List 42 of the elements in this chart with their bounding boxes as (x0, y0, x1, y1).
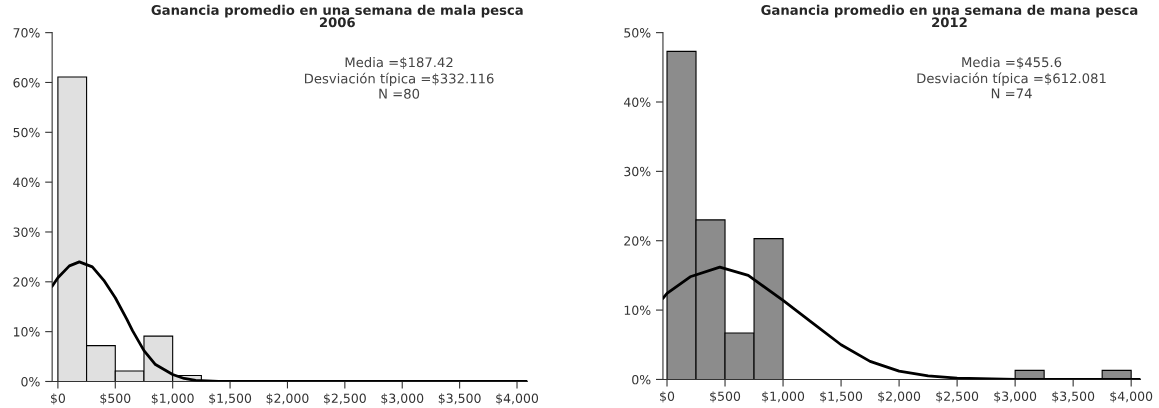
y-tick-label: 70% (13, 28, 40, 38)
y-tick-label: 0% (632, 374, 651, 385)
y-tick-label: 40% (623, 97, 651, 107)
x-tick-label: $3,500 (438, 393, 481, 405)
x-tick-label: $0 (660, 391, 675, 403)
x-tick-label: $3,000 (381, 393, 424, 405)
annotation: Media =$455.6 (962, 56, 1062, 69)
y-tick-label: 10% (624, 305, 651, 316)
x-tick-label: $0 (50, 393, 66, 405)
chart-title: Ganancia promedio en una semana de mala pesca (151, 4, 523, 18)
y-tick-label: 40% (13, 177, 40, 188)
x-tick-label: $500 (100, 393, 131, 405)
chart-title: Ganancia promedio en una semana de mana pesca (761, 4, 1138, 18)
y-tick-label: 20% (13, 277, 40, 287)
annotation: N =80 (379, 88, 420, 99)
x-tick-label: $4,000 (1110, 391, 1153, 403)
x-tick-label: $1,000 (762, 391, 805, 403)
y-tick-label: 60% (13, 77, 40, 88)
y-tick-label: 20% (624, 236, 651, 246)
chart-subtitle: 2006 (319, 17, 355, 28)
x-tick-label: $2,500 (936, 391, 979, 403)
chart-subtitle: 2012 (932, 17, 967, 28)
x-tick-label: $3,500 (1052, 391, 1095, 403)
x-tick-label: $500 (710, 391, 741, 403)
x-tick-label: $2,000 (878, 391, 921, 403)
y-tick-label: 10% (13, 327, 40, 337)
annotation: N =74 (991, 88, 1032, 99)
x-tick-label: $1,000 (151, 393, 194, 405)
y-tick-label: 50% (624, 28, 651, 38)
x-tick-label: $1,500 (209, 393, 252, 405)
x-tick-label: $3,000 (994, 391, 1037, 403)
annotation: Desviación típica =$332.116 (304, 72, 494, 87)
y-tick-label: 0% (21, 376, 40, 387)
y-tick-label: 30% (624, 166, 651, 177)
x-tick-label: $2,500 (324, 393, 366, 405)
annotation: Desviación típica =$612.081 (917, 72, 1106, 86)
x-tick-label: $4,000 (496, 393, 539, 405)
y-tick-label: 30% (13, 227, 40, 237)
x-tick-label: $2,000 (266, 393, 309, 405)
annotation: Media =$187.42 (345, 57, 453, 70)
x-tick-label: $1,500 (820, 391, 863, 403)
y-tick-label: 50% (13, 127, 40, 138)
